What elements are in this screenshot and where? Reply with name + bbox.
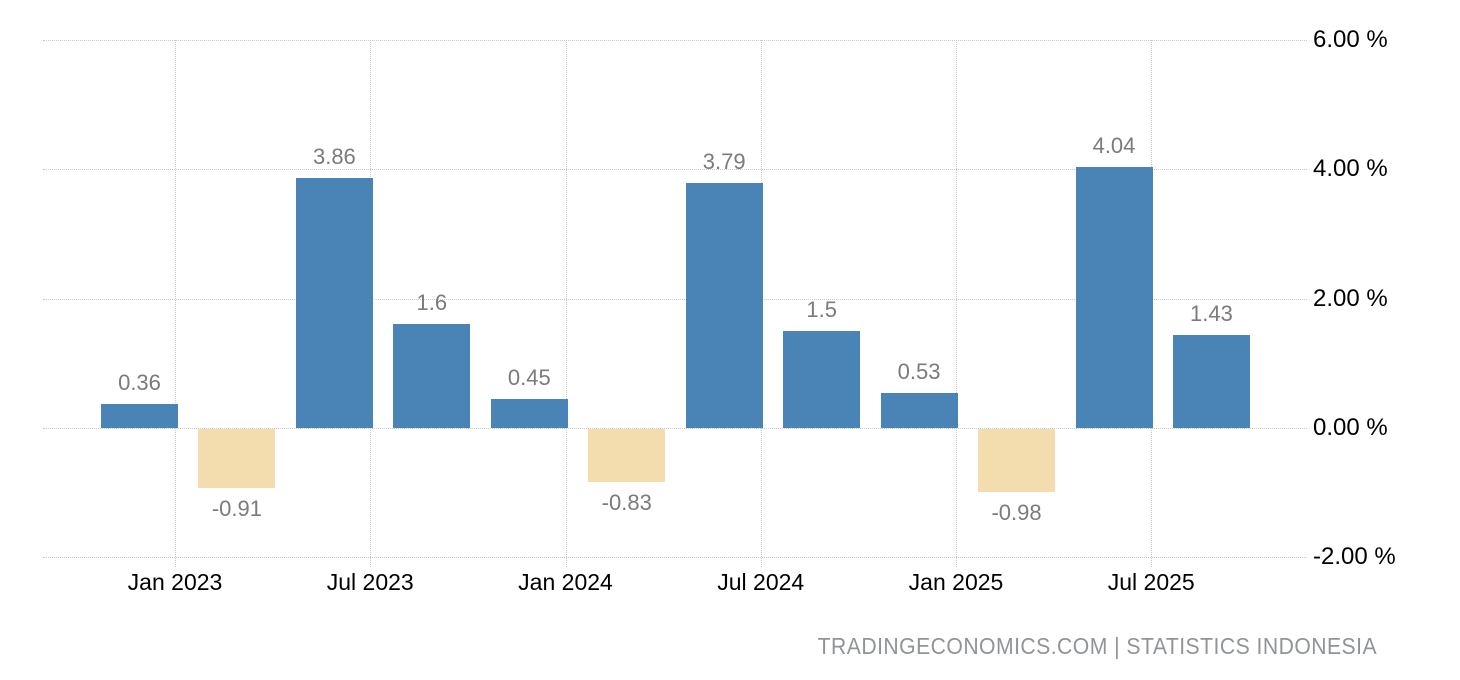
bar-negative[interactable] (198, 428, 276, 488)
bar-value-label: -0.98 (991, 500, 1042, 526)
bar-value-label: 1.6 (416, 290, 448, 316)
bar-positive[interactable] (1075, 166, 1153, 428)
bar-value-label: -0.91 (211, 495, 263, 521)
x-axis-label: Jan 2024 (518, 569, 613, 595)
y-axis-label: 6.00 % (1313, 26, 1388, 53)
bar-positive[interactable] (101, 404, 178, 428)
y-axis-label: 2.00 % (1313, 284, 1388, 312)
bar-value-label: -0.83 (601, 490, 652, 516)
bar-value-label: 0.53 (897, 359, 941, 385)
v-gridline (956, 40, 957, 567)
bar-value-label: 3.79 (702, 148, 746, 174)
h-gridline (43, 298, 1307, 300)
x-axis-label: Jan 2023 (127, 569, 223, 595)
bar-value-label: 4.04 (1092, 132, 1136, 158)
y-axis-label: -2.00 % (1313, 543, 1396, 570)
y-axis-label: 4.00 % (1313, 155, 1388, 183)
h-gridline (43, 40, 1307, 41)
bar-positive[interactable] (295, 178, 373, 428)
plot-area: 0.36 -0.91 3.86 1.6 0.45 -0.83 3.79 1.5 0.53 -0.9… (43, 40, 1316, 567)
v-gridline (565, 40, 567, 567)
bar-value-label: 1.43 (1190, 301, 1233, 327)
bar-positive[interactable] (783, 330, 861, 428)
h-gridline (43, 169, 1307, 171)
bar-positive[interactable] (880, 393, 958, 428)
y-axis-label: 0.00 % (1313, 413, 1388, 441)
x-axis-label: Jul 2024 (717, 569, 805, 595)
v-gridline (175, 40, 176, 567)
x-axis-label: Jul 2023 (326, 569, 414, 595)
bar-value-label: 0.45 (507, 364, 551, 390)
bar-positive[interactable] (490, 398, 568, 428)
bar-value-label: 1.5 (806, 296, 837, 322)
bar-positive[interactable] (1172, 335, 1250, 428)
bar-value-label: 0.36 (118, 370, 161, 396)
x-axis-label: Jan 2025 (908, 569, 1004, 595)
bar-negative[interactable] (978, 428, 1056, 493)
x-axis-label: Jul 2025 (1107, 569, 1195, 595)
h-gridline (43, 557, 1307, 558)
attribution-text: TRADINGECONOMICS.COM | STATISTICS INDONE… (817, 633, 1377, 659)
bar-negative[interactable] (588, 428, 666, 483)
bar-value-label: 3.86 (312, 144, 356, 170)
h-gridline (43, 427, 1307, 429)
bar-positive[interactable] (393, 324, 471, 428)
bar-positive[interactable] (685, 182, 763, 428)
